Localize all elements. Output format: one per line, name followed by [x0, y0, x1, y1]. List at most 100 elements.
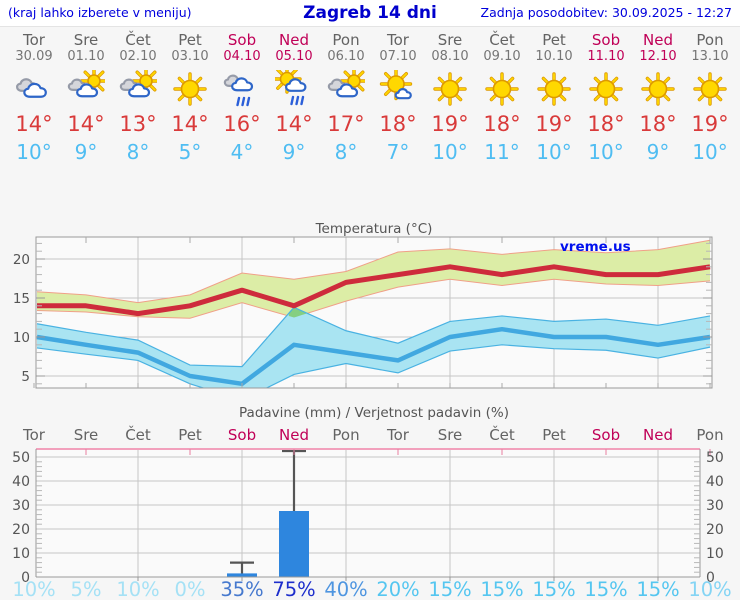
day-column: Ned 05.10 14° 9°	[268, 32, 320, 164]
day-low-temp: 10°	[16, 140, 52, 164]
day-low-temp: 10°	[432, 140, 468, 164]
weather-icon-partly	[67, 70, 105, 98]
weather-icon-sun-rain	[275, 70, 307, 106]
day-date: 11.10	[587, 49, 625, 64]
day-name: Sre	[73, 31, 99, 49]
precip-chart-title: Padavine (mm) / Verjetnost padavin (%)	[239, 405, 509, 421]
precip-ytick-left: 0	[21, 570, 30, 586]
day-date: 12.10	[639, 49, 677, 64]
weather-icon-sunny	[173, 72, 207, 106]
precip-day-label: Ned	[279, 426, 309, 444]
day-high-temp: 18°	[639, 112, 677, 136]
precip-probability: 15%	[480, 578, 523, 600]
precip-probability: 15%	[636, 578, 679, 600]
day-high-temp: 19°	[691, 112, 729, 136]
precip-day-label: Čet	[125, 425, 151, 444]
precipitation-chart: Padavine (mm) / Verjetnost padavin (%) To…	[12, 405, 732, 600]
weather-icon-partly	[119, 70, 157, 98]
day-low-temp: 7°	[386, 140, 410, 164]
day-name: Tor	[387, 31, 409, 49]
day-high-temp: 13°	[119, 112, 157, 136]
temperature-bands	[36, 239, 711, 388]
day-column: Čet 02.10 13° 8°	[112, 32, 164, 164]
day-low-temp: 10°	[588, 140, 624, 164]
precip-day-label: Pon	[696, 426, 723, 444]
day-column: Tor 30.09 14° 10°	[8, 32, 60, 165]
min-temp-band	[37, 307, 710, 388]
day-low-temp: 10°	[536, 140, 572, 164]
precip-ytick-right: 30	[706, 498, 724, 514]
day-high-temp: 19°	[431, 112, 469, 136]
forecast-days-row: Tor 30.09 14° 10° Sre 01.10 14° 9° Čet 02.10 13° 8°…	[0, 30, 740, 218]
precip-day-label: Tor	[22, 426, 46, 444]
day-date: 04.10	[223, 49, 261, 64]
day-name: Sob	[591, 31, 621, 49]
precip-day-label: Sob	[228, 426, 256, 444]
precip-probability: 15%	[584, 578, 627, 600]
day-date: 10.10	[535, 49, 573, 64]
day-name: Sob	[227, 31, 257, 49]
day-high-temp: 18°	[483, 112, 521, 136]
precip-day-label: Pon	[332, 426, 359, 444]
day-date: 02.10	[119, 49, 157, 64]
temp-ytick-label: 20	[13, 252, 30, 268]
precip-ytick-right: 20	[706, 522, 724, 538]
day-low-temp: 9°	[74, 140, 98, 164]
day-column: Sre 01.10 14° 9°	[60, 32, 112, 164]
precip-ytick-right: 10	[706, 546, 724, 562]
precip-probability: 10%	[12, 578, 55, 600]
header: (kraj lahko izberete v meniju) Zagreb 14…	[0, 0, 740, 27]
max-temperature-line	[37, 264, 711, 317]
day-date: 01.10	[67, 49, 105, 64]
precip-bar	[279, 511, 309, 577]
day-date: 30.09	[15, 49, 53, 64]
precip-ytick-right: 0	[706, 570, 715, 586]
day-high-temp: 19°	[535, 112, 573, 136]
precip-probability: 15%	[532, 578, 575, 600]
watermark-link[interactable]: vreme.us	[560, 239, 631, 255]
weather-icon-rain	[223, 74, 254, 107]
band-overlap	[288, 307, 307, 318]
temp-plot-border	[35, 236, 713, 389]
precip-day-label: Pet	[178, 426, 202, 444]
precip-ytick-left: 10	[12, 546, 30, 562]
weather-icon-partly	[327, 70, 365, 98]
day-low-temp: 8°	[126, 140, 150, 164]
day-high-temp: 14°	[275, 112, 313, 136]
day-high-temp: 16°	[223, 112, 261, 136]
day-name: Čet	[125, 31, 151, 49]
weather-icon-sunny	[693, 72, 727, 106]
weather-icon-sunny	[433, 72, 467, 106]
day-date: 03.10	[171, 49, 209, 64]
day-date: 13.10	[691, 49, 729, 64]
precip-probability: 10%	[688, 578, 731, 600]
precip-day-label: Pet	[542, 426, 566, 444]
day-column: Tor 07.10 18° 7°	[372, 31, 424, 165]
precip-ytick-right: 40	[706, 474, 724, 490]
day-high-temp: 17°	[327, 112, 365, 136]
day-date: 08.10	[431, 49, 469, 64]
precip-probability: 5%	[71, 578, 102, 600]
precip-day-label: Sre	[74, 426, 99, 444]
day-name: Ned	[279, 31, 309, 49]
day-high-temp: 18°	[379, 112, 417, 136]
precip-probability: 40%	[324, 578, 367, 600]
page-title: Zagreb 14 dni	[303, 3, 437, 23]
day-low-temp: 10°	[692, 140, 728, 164]
temp-ytick-label: 5	[21, 369, 30, 385]
day-name: Pon	[332, 31, 360, 49]
day-date: 06.10	[327, 49, 365, 64]
weather-icon-sunny	[641, 72, 675, 106]
day-name: Ned	[643, 31, 673, 49]
day-high-temp: 18°	[587, 112, 625, 136]
temp-ytick-label: 15	[13, 291, 30, 307]
weather-icon-sunny	[485, 72, 519, 106]
day-date: 05.10	[275, 49, 313, 64]
min-temperature-line	[36, 326, 711, 387]
day-name: Pon	[696, 31, 724, 49]
day-column: Ned 12.10 18° 9°	[632, 31, 684, 165]
day-high-temp: 14°	[67, 112, 105, 136]
day-low-temp: 8°	[334, 140, 358, 164]
temperature-chart: 5 10 15 20 Temperatura (°C) vreme.us	[13, 221, 713, 389]
day-low-temp: 9°	[282, 140, 306, 164]
